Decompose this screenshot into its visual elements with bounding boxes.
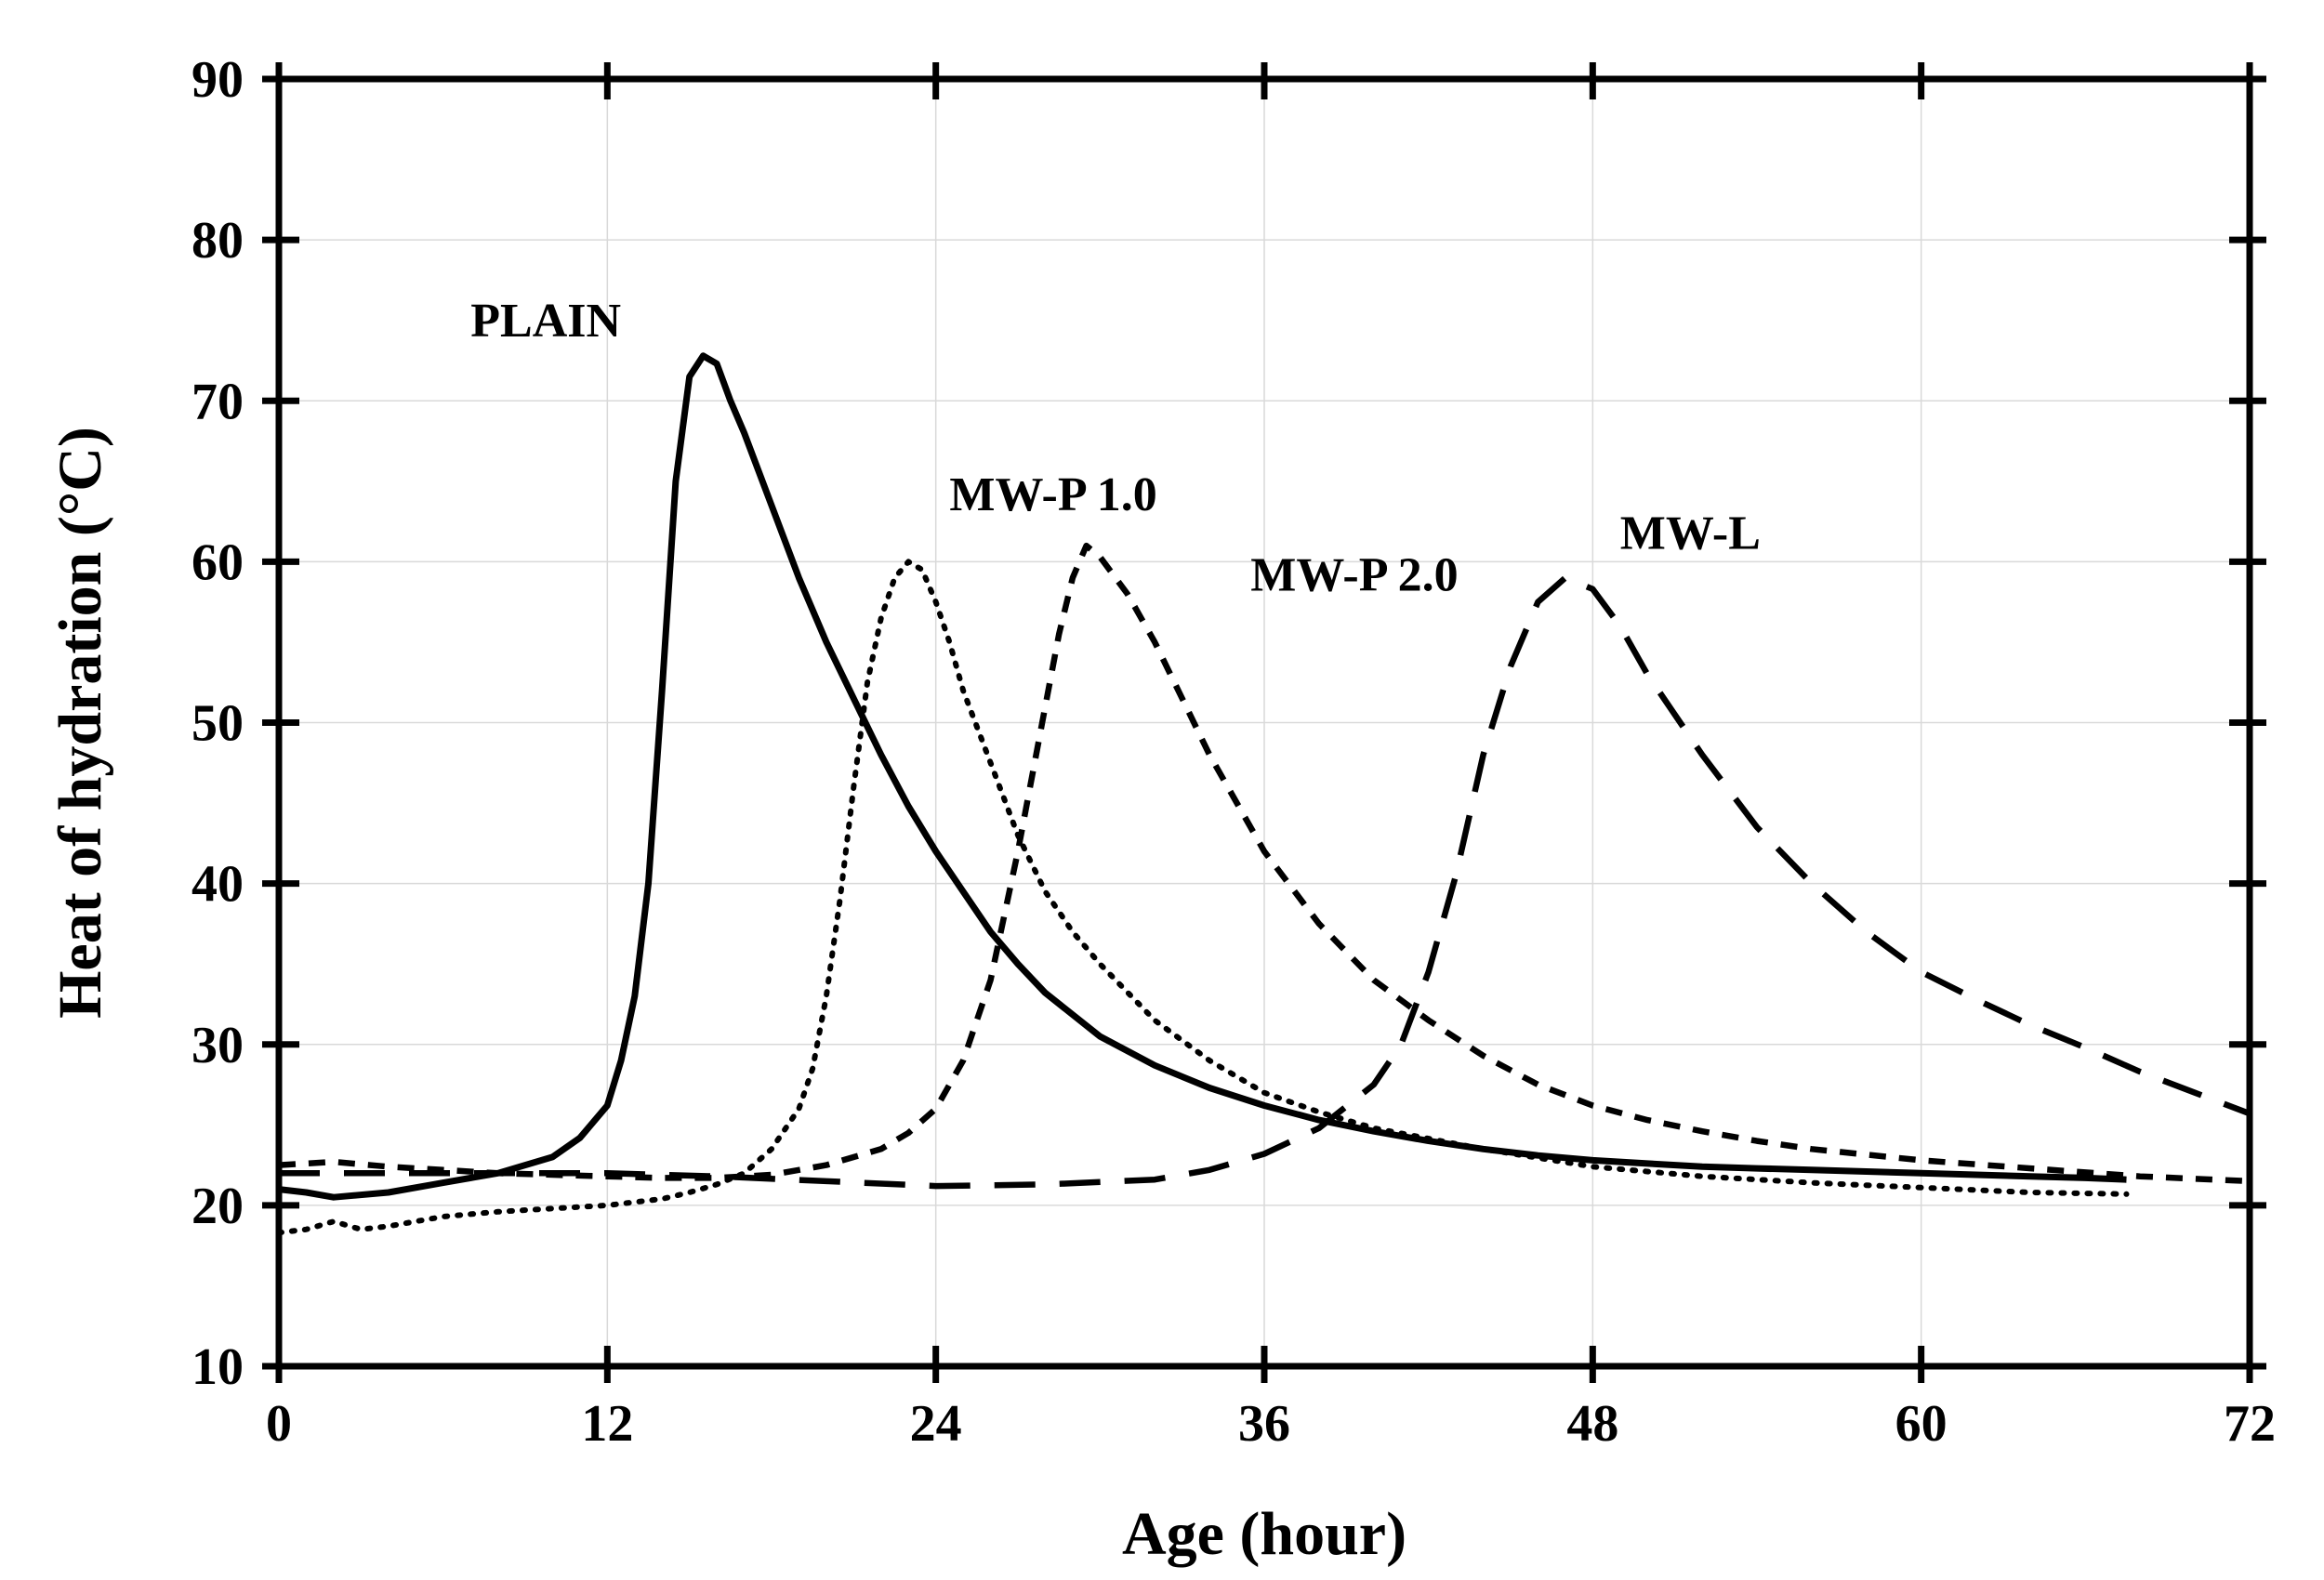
- y-tick-label: 10: [191, 1338, 244, 1396]
- x-tick-label: 48: [1566, 1395, 1618, 1453]
- annotation-plain: PLAIN: [470, 295, 621, 348]
- y-tick-label: 70: [191, 373, 244, 430]
- annotation-mw-p-2-0: MW-P 2.0: [1250, 549, 1458, 602]
- x-tick-label: 36: [1238, 1395, 1290, 1453]
- annotation-mw-p-1-0: MW-P 1.0: [949, 468, 1156, 521]
- grid-lines: [278, 78, 2251, 1367]
- x-tick-labels: 0 12 24 36 48 60 72: [266, 1395, 2276, 1453]
- y-tick-labels: 10 20 30 40 50 60 70 80 90: [191, 51, 244, 1396]
- x-tick-label: 0: [266, 1395, 292, 1453]
- y-tick-label: 30: [191, 1017, 244, 1074]
- x-axis-title: Age (hour): [1122, 1500, 1406, 1568]
- x-tick-label: 72: [2224, 1395, 2276, 1453]
- series-annotations: PLAIN MW-P 1.0 MW-P 2.0 MW-L: [470, 295, 1761, 602]
- y-tick-label: 60: [191, 533, 244, 591]
- y-tick-label: 90: [191, 51, 244, 109]
- x-tick-label: 12: [581, 1395, 633, 1453]
- y-tick-label: 50: [191, 695, 244, 753]
- y-tick-label: 40: [191, 856, 244, 914]
- x-tick-label: 60: [1895, 1395, 1948, 1453]
- y-tick-label: 20: [191, 1178, 244, 1235]
- series-layer: [276, 352, 2251, 1236]
- y-tick-label: 80: [191, 212, 244, 270]
- x-tick-label: 24: [910, 1395, 962, 1453]
- series-line-mw-l: [279, 574, 2251, 1190]
- tick-marks: [262, 62, 2266, 1383]
- y-axis-title: Heat of hydration (°C): [46, 427, 114, 1019]
- series-line-plain: [278, 352, 2127, 1201]
- annotation-mw-l: MW-L: [1620, 507, 1761, 560]
- series-line-mw-p-1-0: [276, 559, 2130, 1236]
